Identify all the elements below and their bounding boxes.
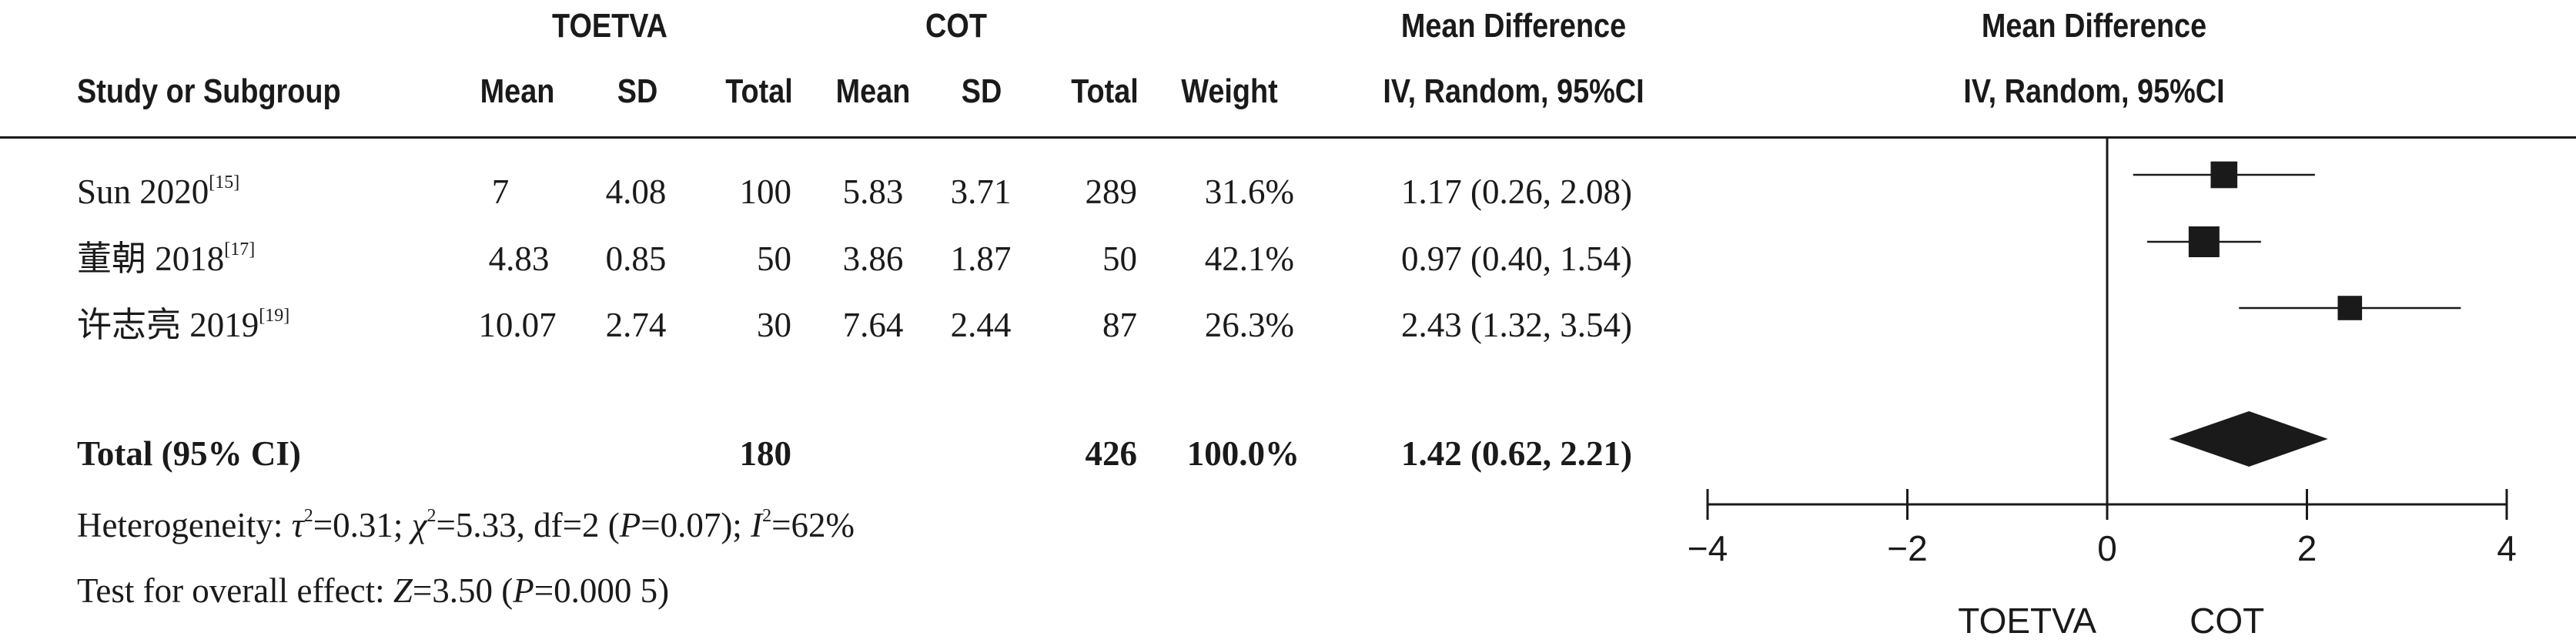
row-1-n1: 100	[739, 172, 792, 211]
study-row-1: Sun 2020[15]	[77, 172, 240, 211]
row-3-n1: 30	[757, 306, 791, 344]
row-2-ci: 0.97 (0.40, 1.54)	[1401, 239, 1632, 278]
row-1-weight: 31.6%	[1204, 172, 1294, 211]
mean1-header: Mean	[480, 72, 555, 110]
row-2-sd2: 1.87	[950, 239, 1012, 278]
row-1-ci: 1.17 (0.26, 2.08)	[1401, 172, 1632, 211]
x-tick-label: −4	[1688, 528, 1728, 568]
total-weight: 100.0%	[1186, 434, 1300, 473]
x-tick-label: 0	[2097, 528, 2117, 568]
row-1-sd1: 4.08	[605, 172, 667, 211]
row-2-mean1: 4.83	[488, 239, 550, 278]
row-2-weight: 42.1%	[1204, 239, 1294, 278]
row-1-mean1: 7	[491, 172, 510, 211]
row-1-n2: 289	[1085, 172, 1138, 211]
md-title-left: Mean Difference	[1400, 7, 1627, 45]
pooled-diamond	[2169, 411, 2328, 467]
favours-left-label: TOETVA	[1958, 601, 2096, 641]
study-square	[2337, 296, 2363, 320]
mean2-header: Mean	[835, 72, 911, 110]
total-label: Total (95% CI)	[77, 434, 301, 473]
overall-effect-note: Test for overall effect: Z=3.50 (P=0.000…	[77, 571, 670, 610]
row-1-mean2: 5.83	[842, 172, 904, 211]
md-title-right: Mean Difference	[1981, 7, 2207, 45]
row-2-n1: 50	[757, 239, 791, 278]
x-tick-label: 2	[2297, 528, 2317, 568]
study-col-header: Study or Subgroup	[77, 72, 341, 110]
heterogeneity-note: Heterogeneity: τ2=0.31; χ2=5.33, df=2 (P…	[77, 506, 855, 544]
row-1-sd2: 3.71	[950, 172, 1012, 211]
study-row-3: 许志亮 2019[19]	[77, 306, 290, 344]
row-3-mean2: 7.64	[842, 306, 904, 344]
row-2-n2: 50	[1102, 239, 1137, 278]
row-3-sd1: 2.74	[605, 306, 667, 344]
weight-header: Weight	[1181, 72, 1278, 110]
row-2-sd1: 0.85	[605, 239, 667, 278]
row-3-weight: 26.3%	[1204, 306, 1294, 344]
study-square	[2188, 226, 2220, 257]
row-2-mean2: 3.86	[842, 239, 904, 278]
study-square	[2210, 161, 2238, 189]
total1-header: Total	[725, 72, 793, 110]
study-row-2: 董朝 2018[17]	[77, 239, 256, 278]
row-3-mean1: 10.07	[478, 306, 557, 344]
sd2-header: SD	[961, 72, 1002, 110]
row-3-n2: 87	[1102, 306, 1137, 344]
x-tick-label: 4	[2497, 528, 2517, 568]
method-header-left: IV, Random, 95%CI	[1383, 72, 1644, 110]
row-3-sd2: 2.44	[950, 306, 1012, 344]
group1-header: TOETVA	[552, 7, 667, 45]
header-rule	[0, 136, 2576, 139]
total2-header: Total	[1071, 72, 1139, 110]
x-tick-label: −2	[1887, 528, 1927, 568]
favours-right-label: COT	[2190, 601, 2264, 641]
total-ci: 1.42 (0.62, 2.21)	[1401, 434, 1632, 473]
group2-header: COT	[925, 7, 987, 45]
total-n2: 426	[1085, 434, 1138, 473]
sd1-header: SD	[617, 72, 658, 110]
total-n1: 180	[739, 434, 792, 473]
row-3-ci: 2.43 (1.32, 3.54)	[1401, 306, 1632, 344]
method-header-right: IV, Random, 95%CI	[1963, 72, 2225, 110]
